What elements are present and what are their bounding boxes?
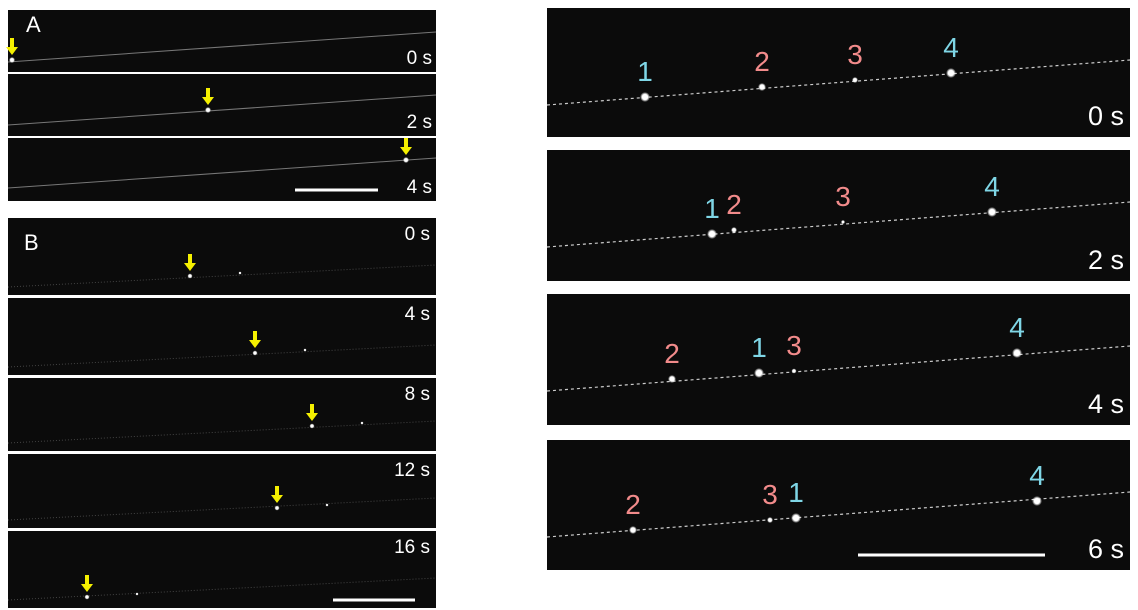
track [7, 420, 437, 444]
frame [8, 378, 436, 451]
time-label: 2 s [1088, 245, 1124, 275]
track [546, 345, 1131, 392]
particle [84, 594, 90, 600]
particle [360, 421, 364, 425]
particle [629, 526, 637, 534]
frame [8, 218, 436, 295]
time-label: 6 s [1088, 534, 1124, 564]
particle-label: 1 [637, 56, 653, 87]
particle-label: 4 [1029, 460, 1045, 491]
particle-label: 1 [751, 332, 767, 363]
frame [8, 74, 436, 136]
particle-label: 2 [664, 338, 680, 369]
arrow [81, 575, 93, 592]
particle [707, 229, 717, 239]
time-label: 4 s [405, 304, 430, 325]
particle-label: 3 [786, 330, 802, 361]
track [7, 31, 437, 63]
particle [841, 220, 845, 224]
particle-label: 3 [835, 181, 851, 212]
particle-label: 3 [847, 39, 863, 70]
track [7, 344, 437, 368]
time-label: 0 s [407, 48, 432, 69]
track [7, 264, 437, 288]
particle [987, 207, 997, 217]
particle [238, 271, 242, 275]
particle-label: 3 [762, 479, 778, 510]
track [7, 94, 437, 126]
particle [252, 350, 258, 356]
track [7, 497, 437, 521]
particle [852, 77, 858, 83]
particle [187, 273, 193, 279]
time-label: 8 s [405, 384, 430, 405]
particle [303, 348, 307, 352]
frame [547, 150, 1130, 281]
frame [547, 294, 1130, 425]
particle [791, 368, 797, 374]
arrow [6, 38, 18, 55]
arrow [271, 486, 283, 503]
arrow [249, 331, 261, 348]
particle-label: 4 [1009, 312, 1025, 343]
particle [403, 157, 409, 163]
particle [205, 107, 211, 113]
particle [791, 513, 801, 523]
arrow [184, 254, 196, 271]
arrow [202, 88, 214, 105]
particle-label: 4 [984, 171, 1000, 202]
particle [731, 227, 737, 233]
particle-label: 2 [726, 189, 742, 220]
time-label: 16 s [394, 537, 430, 558]
frame [8, 454, 436, 528]
particle [274, 505, 280, 511]
particle [946, 68, 956, 78]
time-label: 4 s [1088, 389, 1124, 419]
frame [8, 298, 436, 375]
time-label: 0 s [1088, 101, 1124, 131]
panel-label: B [24, 230, 39, 255]
frame [8, 138, 436, 201]
particle [135, 592, 139, 596]
track [546, 201, 1131, 248]
particle-label: 2 [754, 46, 770, 77]
particle-label: 4 [943, 32, 959, 63]
frame [8, 531, 436, 608]
time-label: 0 s [405, 224, 430, 245]
frame [547, 8, 1130, 137]
particle [1032, 496, 1042, 506]
arrow [400, 138, 412, 155]
frame [547, 440, 1130, 570]
time-label: 12 s [394, 460, 430, 481]
time-label: 2 s [407, 112, 432, 133]
particle [668, 375, 676, 383]
particle-label: 1 [788, 477, 804, 508]
particle [9, 57, 15, 63]
particle [1012, 348, 1022, 358]
particle [325, 503, 329, 507]
particle [758, 83, 766, 91]
particle-label: 2 [625, 489, 641, 520]
particle [309, 423, 315, 429]
particle [754, 368, 764, 378]
panel-label: A [26, 12, 41, 37]
particle [767, 517, 773, 523]
particle-label: 1 [704, 193, 720, 224]
track [7, 577, 437, 601]
frame [8, 10, 436, 72]
track [7, 157, 437, 189]
arrow [306, 404, 318, 421]
time-label: 4 s [407, 177, 432, 198]
particle [640, 92, 650, 102]
